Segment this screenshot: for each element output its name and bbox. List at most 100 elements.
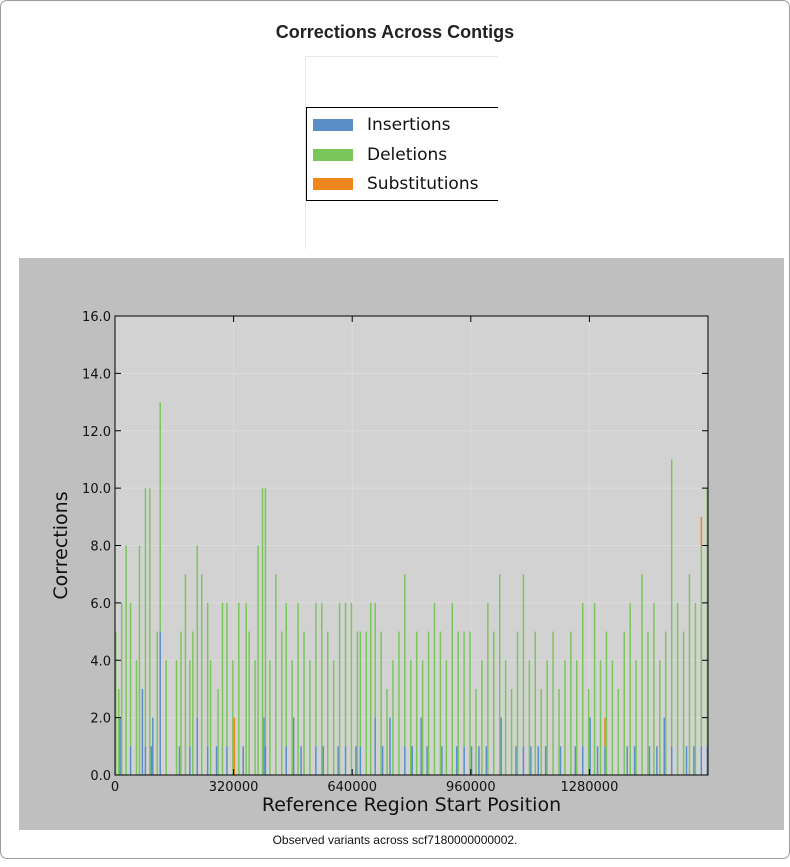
- bar-insertions: [685, 746, 688, 775]
- bar-insertions: [322, 746, 325, 775]
- bar-deletions: [165, 660, 167, 775]
- bar-deletions: [457, 631, 459, 775]
- y-tick-label: 6.0: [90, 597, 111, 612]
- bar-deletions: [552, 631, 554, 775]
- bar-deletions: [386, 688, 388, 775]
- bar-deletions: [504, 660, 507, 775]
- bar-deletions: [665, 631, 667, 775]
- bar-deletions: [558, 688, 560, 775]
- bar-substitutions: [233, 717, 236, 775]
- bar-deletions: [706, 488, 708, 747]
- bar-insertions: [648, 746, 651, 775]
- bar-deletions: [125, 545, 127, 775]
- bar-deletions: [522, 574, 525, 747]
- bar-deletions: [392, 660, 394, 775]
- bar-deletions: [209, 660, 212, 775]
- bar-insertions: [656, 746, 658, 775]
- bar-deletions: [469, 631, 471, 775]
- bar-deletions: [326, 631, 329, 775]
- bar-insertions: [559, 746, 562, 775]
- bar-deletions: [217, 688, 219, 775]
- bar-deletions: [564, 660, 566, 775]
- legend-label-substitutions: Substitutions: [367, 174, 479, 194]
- bar-insertions: [604, 746, 606, 775]
- bar-deletions: [415, 631, 418, 775]
- y-tick-label: 10.0: [82, 482, 111, 497]
- bar-deletions: [451, 602, 454, 775]
- bar-deletions: [427, 631, 430, 775]
- legend-item-deletions: Deletions: [313, 144, 447, 166]
- y-tick-label: 8.0: [90, 540, 111, 555]
- bar-deletions: [338, 602, 341, 775]
- bar-deletions: [410, 660, 412, 775]
- bar-deletions: [659, 660, 661, 775]
- bar-deletions: [546, 660, 548, 775]
- bar-deletions: [261, 488, 264, 775]
- bar-deletions: [149, 488, 151, 775]
- bar-deletions: [129, 602, 132, 747]
- bar-deletions: [617, 688, 620, 775]
- bar-insertions: [144, 746, 147, 775]
- bar-deletions: [332, 660, 335, 775]
- bar-substitutions: [700, 516, 703, 546]
- bar-insertions: [159, 631, 161, 775]
- bar-deletions: [120, 602, 123, 775]
- bar-deletions: [570, 631, 572, 775]
- bar-deletions: [291, 660, 293, 775]
- bar-deletions: [344, 602, 347, 747]
- bar-insertions: [374, 717, 376, 775]
- bar-deletions: [359, 631, 362, 747]
- bar-deletions: [581, 602, 584, 747]
- y-tick-label: 16.0: [82, 310, 111, 325]
- bar-deletions: [238, 602, 240, 775]
- bar-insertions: [455, 746, 458, 775]
- bar-insertions: [463, 746, 465, 775]
- bar-insertions: [381, 746, 384, 775]
- bar-insertions: [485, 746, 488, 775]
- bar-deletions: [175, 660, 178, 775]
- bar-deletions: [516, 631, 519, 775]
- bar-deletions: [192, 631, 194, 775]
- bar-deletions: [226, 602, 228, 747]
- bar-deletions: [356, 631, 359, 775]
- bar-deletions: [248, 631, 250, 775]
- legend-swatch-insertions: [313, 119, 353, 131]
- legend-item-insertions: Insertions: [313, 114, 451, 136]
- figure-title: Corrections Across Contigs: [275, 22, 515, 42]
- bar-deletions: [117, 688, 120, 775]
- bar-deletions: [254, 660, 256, 775]
- bar-deletions: [587, 688, 590, 775]
- x-tick-label: 960000: [446, 780, 496, 795]
- figure-caption: Observed variants across scf718000000000…: [272, 833, 518, 847]
- bar-deletions: [623, 631, 625, 775]
- bar-insertions: [178, 746, 181, 775]
- x-tick-label: 1280000: [560, 780, 618, 795]
- bar-deletions: [445, 660, 448, 775]
- bar-deletions: [439, 631, 442, 775]
- bar-insertions: [189, 746, 191, 775]
- bar-deletions: [688, 574, 691, 775]
- y-tick-label: 14.0: [82, 367, 111, 382]
- bar-deletions: [670, 459, 673, 747]
- bar-deletions: [700, 545, 703, 747]
- bar-deletions: [369, 602, 372, 775]
- bar-insertions: [522, 746, 525, 775]
- bar-insertions: [141, 688, 144, 775]
- bar-insertions: [574, 746, 577, 775]
- bar-deletions: [374, 602, 376, 718]
- bar-deletions: [576, 660, 578, 775]
- bar-insertions: [626, 746, 628, 775]
- bar-deletions: [180, 631, 182, 775]
- y-tick-label: 4.0: [90, 654, 111, 669]
- bar-deletions: [156, 631, 158, 775]
- bar-insertions: [389, 717, 391, 775]
- bar-insertions: [420, 717, 422, 775]
- bar-deletions: [144, 488, 147, 747]
- x-tick-label: 640000: [327, 780, 377, 795]
- bar-insertions: [530, 746, 532, 775]
- bar-insertions: [670, 746, 673, 775]
- legend-item-substitutions: Substitutions: [313, 173, 478, 195]
- bar-insertions: [693, 746, 695, 775]
- x-tick-label: 320000: [209, 780, 259, 795]
- bar-insertions: [344, 746, 347, 775]
